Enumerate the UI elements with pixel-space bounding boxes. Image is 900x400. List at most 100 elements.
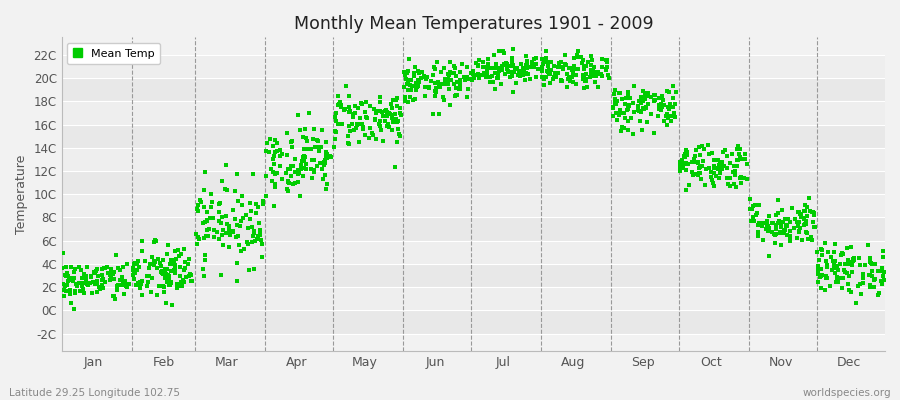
- Point: [453, 86, 467, 92]
- Point: [417, 72, 431, 79]
- Point: [578, 77, 592, 84]
- Point: [767, 231, 781, 238]
- Point: [418, 92, 433, 99]
- Point: [442, 86, 456, 92]
- Point: [692, 164, 706, 171]
- Point: [98, 278, 112, 285]
- Point: [482, 74, 497, 80]
- Point: [814, 246, 828, 252]
- Point: [634, 94, 649, 100]
- Point: [125, 272, 140, 278]
- Point: [713, 159, 727, 165]
- Point: [863, 282, 878, 288]
- Point: [776, 230, 790, 236]
- Point: [162, 282, 176, 288]
- Point: [569, 80, 583, 87]
- Point: [118, 278, 132, 284]
- Point: [443, 102, 457, 108]
- Point: [769, 230, 783, 237]
- Point: [483, 74, 498, 81]
- Point: [410, 68, 425, 75]
- Point: [736, 175, 751, 181]
- Point: [327, 144, 341, 150]
- Point: [303, 146, 318, 152]
- Point: [692, 164, 706, 170]
- Point: [398, 71, 412, 78]
- Point: [167, 270, 182, 276]
- Point: [794, 211, 808, 218]
- Point: [524, 64, 538, 70]
- Point: [267, 202, 282, 209]
- Point: [204, 199, 219, 205]
- Point: [677, 153, 691, 159]
- Point: [792, 228, 806, 234]
- Point: [472, 75, 487, 81]
- Point: [676, 164, 690, 170]
- Point: [321, 153, 336, 159]
- Point: [58, 283, 72, 289]
- Point: [720, 165, 734, 172]
- Point: [791, 209, 806, 215]
- Point: [776, 219, 790, 226]
- Point: [220, 187, 235, 194]
- Point: [635, 88, 650, 94]
- Point: [127, 276, 141, 282]
- Point: [847, 255, 861, 261]
- Point: [706, 164, 721, 171]
- Point: [701, 141, 716, 148]
- Point: [61, 278, 76, 285]
- Point: [293, 127, 308, 134]
- Point: [109, 252, 123, 258]
- Point: [101, 270, 115, 276]
- Point: [58, 273, 73, 280]
- Point: [624, 115, 638, 122]
- Point: [448, 65, 463, 72]
- Point: [62, 277, 77, 284]
- Point: [393, 105, 408, 112]
- Point: [156, 283, 170, 289]
- Point: [864, 260, 878, 266]
- Point: [63, 287, 77, 294]
- Point: [190, 206, 204, 212]
- Point: [807, 223, 822, 230]
- Point: [202, 226, 216, 232]
- Point: [712, 164, 726, 170]
- Point: [778, 222, 793, 229]
- Point: [621, 106, 635, 112]
- Point: [338, 83, 353, 89]
- Point: [368, 136, 382, 142]
- Point: [437, 80, 452, 86]
- Point: [448, 92, 463, 98]
- Point: [480, 68, 494, 75]
- Point: [428, 66, 442, 72]
- Bar: [62, 101, 885, 124]
- Point: [266, 156, 281, 162]
- Point: [648, 97, 662, 103]
- Point: [835, 250, 850, 256]
- Point: [826, 249, 841, 255]
- Point: [401, 56, 416, 62]
- Point: [270, 140, 284, 146]
- Point: [454, 61, 469, 67]
- Point: [398, 71, 412, 78]
- Point: [814, 272, 829, 278]
- Point: [212, 236, 226, 242]
- Point: [830, 275, 844, 281]
- Point: [145, 254, 159, 260]
- Point: [392, 131, 406, 138]
- Point: [617, 110, 632, 116]
- Point: [526, 56, 541, 62]
- Point: [517, 68, 531, 75]
- Point: [573, 54, 588, 60]
- Point: [563, 74, 578, 80]
- Point: [71, 280, 86, 286]
- Point: [695, 143, 709, 150]
- Point: [680, 167, 694, 174]
- Point: [780, 232, 795, 238]
- Point: [845, 261, 859, 267]
- Point: [479, 73, 493, 80]
- Point: [74, 280, 88, 286]
- Point: [355, 121, 369, 128]
- Point: [636, 106, 651, 112]
- Point: [260, 140, 274, 146]
